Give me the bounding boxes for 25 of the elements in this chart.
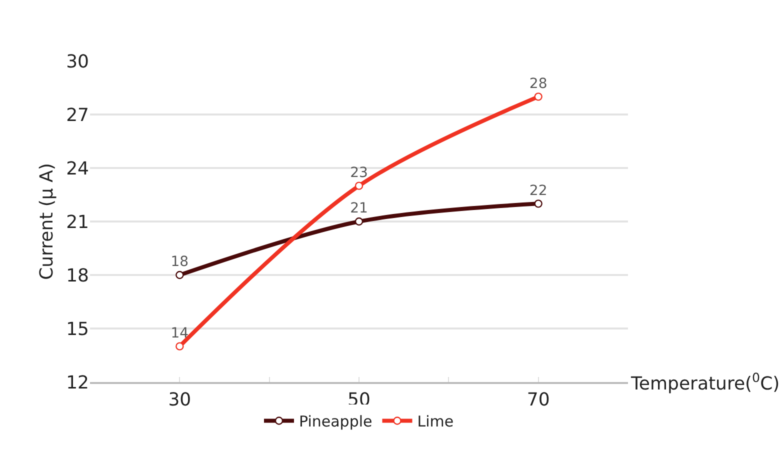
- data-label: 28: [529, 76, 548, 92]
- y-tick-label: 15: [66, 318, 89, 340]
- y-tick-label: 12: [66, 372, 89, 394]
- data-label: 21: [350, 200, 368, 217]
- y-tick-label: 30: [66, 51, 89, 72]
- point: [176, 270, 184, 280]
- data-label: 14: [170, 325, 189, 342]
- y-axis-title: Current (µ A): [36, 163, 58, 280]
- legend-label: Pineapple: [299, 412, 372, 431]
- y-tick-label: 21: [66, 212, 89, 233]
- data-label: 22: [529, 182, 548, 199]
- x-tick-label: 70: [526, 390, 550, 411]
- y-tick-label: 24: [66, 158, 89, 180]
- point: [354, 217, 364, 226]
- y-tick-label: 18: [66, 265, 89, 286]
- x-tick-label: 30: [168, 390, 192, 411]
- y-tick-label: 27: [66, 104, 89, 126]
- point: [534, 200, 542, 208]
- data-label: 18: [170, 254, 189, 270]
- point: [176, 342, 184, 350]
- legend-label: Lime: [417, 412, 454, 431]
- x-axis-title: Temperature($^{0}$C): [630, 370, 780, 395]
- point: [534, 92, 542, 101]
- point: [354, 182, 364, 190]
- data-label: 23: [350, 164, 368, 181]
